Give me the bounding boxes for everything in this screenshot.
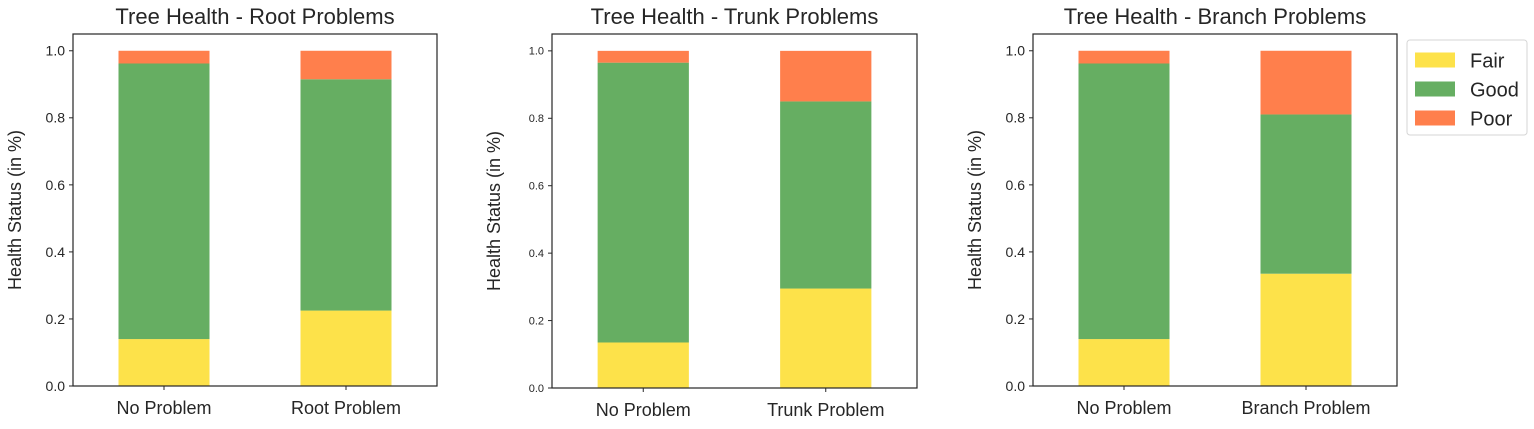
chart-panel-1: No Problem Root Problem 0.0 0.2 0.4 0.6 0.8 1.0… (5, 4, 438, 418)
y-tick-label: 0.0 (46, 378, 66, 394)
plot-frame (72, 33, 438, 387)
y-tick-label: 0.2 (46, 311, 66, 327)
x-tick-label: No Problem (116, 398, 211, 418)
plot-frame (551, 33, 918, 389)
x-tick-label: No Problem (596, 400, 691, 420)
legend-label-fair: Fair (1470, 51, 1505, 73)
bar-fair-2 (780, 288, 872, 388)
bar-poor-2 (300, 50, 392, 80)
y-tick-label: 0.6 (1006, 177, 1026, 193)
y-tick-label: 0.4 (529, 248, 544, 260)
chart-panel-2: No Problem Trunk Problem 0.0 0.2 0.4 0.6 0.8 1.… (484, 4, 918, 420)
plot-frame (1032, 33, 1398, 387)
y-tick-label: 0.0 (529, 383, 544, 395)
y-tick-label: 0.6 (529, 181, 544, 193)
y-tick-label: 0.2 (529, 315, 544, 327)
y-tick-label: 0.2 (1006, 311, 1026, 327)
legend-label-good: Good (1470, 80, 1519, 102)
y-axis-label: Health Status (in %) (484, 131, 504, 291)
legend-label-poor: Poor (1470, 109, 1513, 131)
legend-swatch-good (1415, 81, 1455, 97)
chart-title: Tree Health - Root Problems (115, 4, 394, 29)
bar-fair-1 (1078, 339, 1170, 386)
bar-fair-1 (597, 342, 689, 388)
y-tick-label: 0.6 (46, 177, 66, 193)
y-tick-label: 1.0 (529, 46, 544, 58)
bar-fair-1 (118, 339, 210, 386)
legend-swatch-poor (1415, 110, 1455, 126)
y-tick-label: 0.0 (1006, 378, 1026, 394)
bar-poor-2 (1260, 50, 1352, 115)
chart-panel-3: No Problem Branch Problem 0.0 0.2 0.4 0.6 0.8 1… (965, 4, 1398, 418)
y-tick-label: 0.4 (46, 244, 66, 260)
legend-swatch-fair (1415, 52, 1455, 68)
y-tick-label: 0.4 (1006, 244, 1026, 260)
bar-good-2 (300, 79, 392, 311)
x-tick-label: No Problem (1076, 398, 1171, 418)
chart-title: Tree Health - Branch Problems (1064, 4, 1366, 29)
x-tick-label: Branch Problem (1241, 398, 1370, 418)
y-tick-label: 1.0 (46, 43, 66, 59)
x-tick-label: Root Problem (291, 398, 401, 418)
y-tick-label: 0.8 (46, 110, 66, 126)
chart-title: Tree Health - Trunk Problems (591, 4, 879, 29)
bar-poor-1 (118, 50, 210, 64)
x-tick-label: Trunk Problem (767, 400, 884, 420)
bar-good-1 (1078, 63, 1170, 340)
bar-good-1 (118, 63, 210, 340)
y-axis-label: Health Status (in %) (5, 130, 25, 290)
y-axis-label: Health Status (in %) (965, 130, 985, 290)
bar-poor-1 (1078, 50, 1170, 64)
y-tick-label: 0.8 (1006, 110, 1026, 126)
bar-good-1 (597, 62, 689, 343)
bar-good-2 (780, 101, 872, 289)
bar-fair-2 (1260, 273, 1352, 386)
bar-good-2 (1260, 114, 1352, 274)
y-tick-label: 0.8 (529, 113, 544, 125)
bar-poor-1 (597, 50, 689, 63)
bar-poor-2 (780, 50, 872, 102)
bar-fair-2 (300, 310, 392, 386)
legend: Fair Good Poor (1406, 39, 1528, 136)
y-tick-label: 1.0 (1006, 43, 1026, 59)
